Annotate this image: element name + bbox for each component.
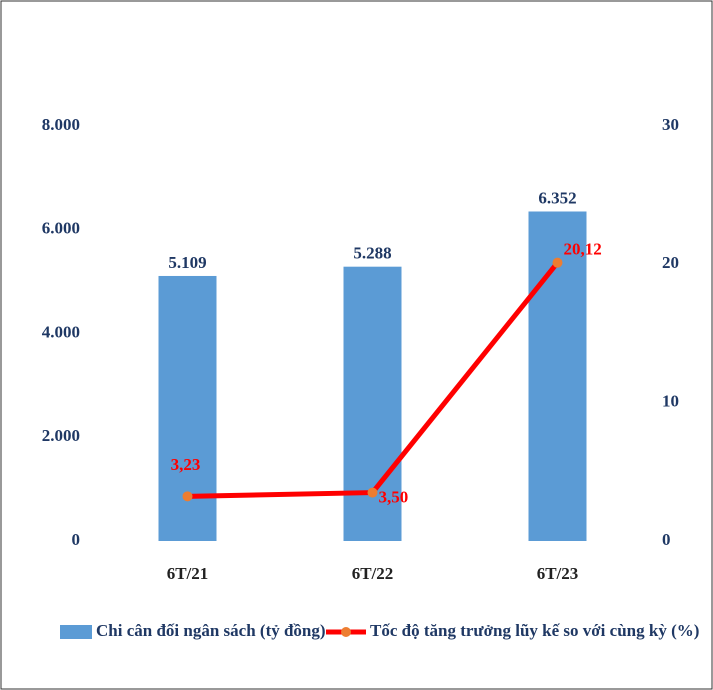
legend-swatch (60, 625, 92, 639)
legend-label: Chi cân đối ngân sách (tỷ đồng) (96, 621, 326, 640)
line-marker (367, 487, 378, 498)
y-tick-label: 6.000 (42, 219, 80, 238)
y-tick-label: 8.000 (42, 115, 80, 134)
line-value-label: 3,23 (171, 455, 201, 474)
bar-value-label: 6.352 (538, 188, 576, 207)
legend-label: Tốc độ tăng trưởng lũy kế so với cùng kỳ… (370, 621, 699, 640)
y2-tick-label: 0 (662, 530, 671, 549)
y2-tick-label: 10 (662, 392, 679, 411)
legend-marker (341, 627, 351, 637)
line-value-label: 20,12 (564, 240, 602, 259)
bar-value-label: 5.109 (168, 253, 206, 272)
line-marker (182, 491, 193, 502)
y-tick-label: 2.000 (42, 426, 80, 445)
line-value-label: 3,50 (379, 487, 409, 506)
y2-tick-label: 30 (662, 115, 679, 134)
x-tick-label: 6T/23 (537, 564, 579, 583)
x-tick-label: 6T/22 (352, 564, 394, 583)
x-tick-label: 6T/21 (167, 564, 209, 583)
y2-tick-label: 20 (662, 253, 679, 272)
y-tick-label: 0 (72, 530, 81, 549)
line-marker (552, 257, 563, 268)
bar-value-label: 5.288 (353, 244, 391, 263)
y-tick-label: 4.000 (42, 322, 80, 341)
